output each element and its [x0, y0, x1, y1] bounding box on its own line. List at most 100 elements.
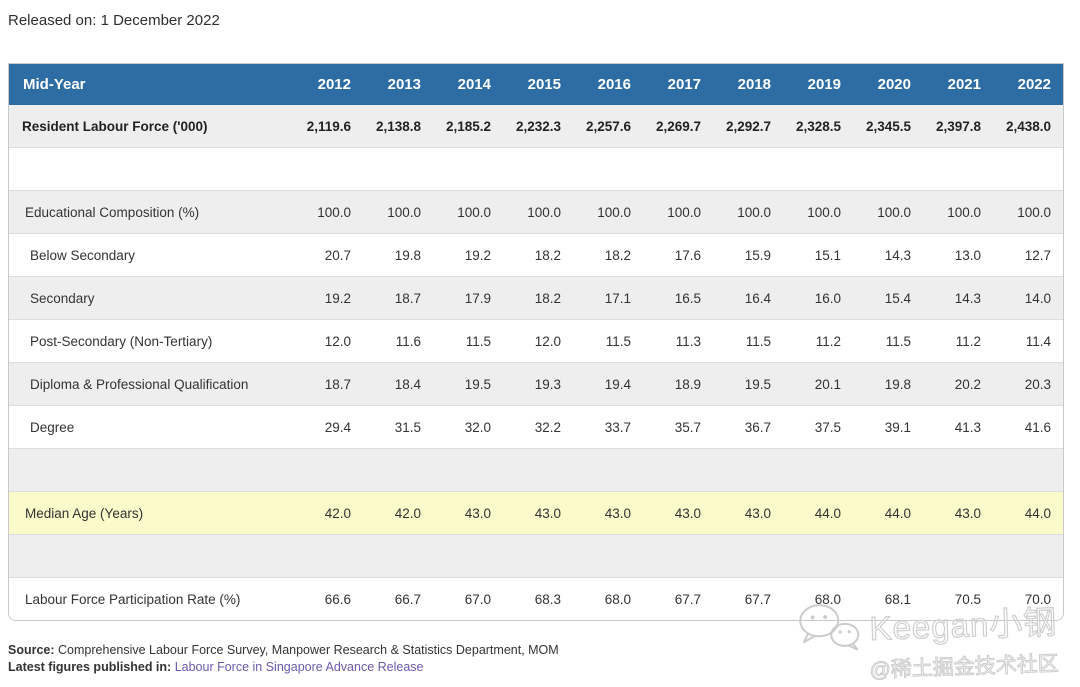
- cell-value: 12.7: [993, 233, 1063, 276]
- cell-value: [293, 147, 363, 190]
- cell-value: 11.5: [713, 319, 783, 362]
- cell-value: 2,397.8: [923, 105, 993, 147]
- cell-value: [993, 147, 1063, 190]
- cell-value: 11.2: [783, 319, 853, 362]
- cell-value: 32.2: [503, 405, 573, 448]
- table-footnotes: Source: Comprehensive Labour Force Surve…: [8, 642, 559, 676]
- cell-value: [643, 448, 713, 491]
- table-row: Labour Force Participation Rate (%) 66.6 6…: [9, 577, 1063, 620]
- cell-value: 44.0: [993, 491, 1063, 534]
- cell-value: 36.7: [713, 405, 783, 448]
- cell-value: 17.9: [433, 276, 503, 319]
- cell-value: 44.0: [783, 491, 853, 534]
- cell-value: 31.5: [363, 405, 433, 448]
- cell-value: 12.0: [503, 319, 573, 362]
- cell-value: [643, 147, 713, 190]
- cell-value: 19.8: [853, 362, 923, 405]
- cell-value: 2,138.8: [363, 105, 433, 147]
- table-row: Below Secondary 20.7 19.8 19.2 18.2 18.2 17.6 1…: [9, 233, 1063, 276]
- cell-value: [363, 448, 433, 491]
- cell-value: 16.4: [713, 276, 783, 319]
- cell-value: [433, 448, 503, 491]
- header-year-2020: 2020: [853, 64, 923, 105]
- cell-value: 19.5: [713, 362, 783, 405]
- cell-value: 100.0: [363, 190, 433, 233]
- cell-value: 17.6: [643, 233, 713, 276]
- cell-value: [783, 534, 853, 577]
- cell-value: 2,257.6: [573, 105, 643, 147]
- cell-value: 44.0: [853, 491, 923, 534]
- cell-value: 2,232.3: [503, 105, 573, 147]
- cell-value: [433, 147, 503, 190]
- cell-value: 11.2: [923, 319, 993, 362]
- cell-value: 29.4: [293, 405, 363, 448]
- source-text: Comprehensive Labour Force Survey, Manpo…: [58, 643, 559, 657]
- row-label: Diploma & Professional Qualification: [9, 362, 293, 405]
- header-year-2014: 2014: [433, 64, 503, 105]
- table-row: Diploma & Professional Qualification 18.7…: [9, 362, 1063, 405]
- cell-value: 20.3: [993, 362, 1063, 405]
- row-label: Degree: [9, 405, 293, 448]
- cell-value: 2,119.6: [293, 105, 363, 147]
- cell-value: 100.0: [993, 190, 1063, 233]
- table-row: Secondary 19.2 18.7 17.9 18.2 17.1 16.5 16.4 16.…: [9, 276, 1063, 319]
- statistics-table: Mid-Year 2012 2013 2014 2015 2016 2017 2018 2019…: [9, 64, 1063, 620]
- cell-value: [993, 534, 1063, 577]
- cell-value: 2,438.0: [993, 105, 1063, 147]
- cell-value: 19.2: [433, 233, 503, 276]
- cell-value: 37.5: [783, 405, 853, 448]
- table-row: Educational Composition (%) 100.0 100.0 100…: [9, 190, 1063, 233]
- cell-value: 68.3: [503, 577, 573, 620]
- cell-value: [853, 534, 923, 577]
- cell-value: 68.0: [573, 577, 643, 620]
- row-label: Median Age (Years): [9, 491, 293, 534]
- cell-value: 12.0: [293, 319, 363, 362]
- source-line: Source: Comprehensive Labour Force Surve…: [8, 642, 559, 659]
- header-year-2012: 2012: [293, 64, 363, 105]
- cell-value: [923, 448, 993, 491]
- spacer-row: [9, 147, 1063, 190]
- published-label: Latest figures published in:: [8, 660, 172, 674]
- cell-value: 66.6: [293, 577, 363, 620]
- cell-value: [293, 534, 363, 577]
- header-mid-year: Mid-Year: [9, 64, 293, 105]
- cell-value: 11.5: [573, 319, 643, 362]
- published-line: Latest figures published in: Labour Forc…: [8, 659, 559, 676]
- table-row: Post-Secondary (Non-Tertiary) 12.0 11.6 11.…: [9, 319, 1063, 362]
- cell-value: 42.0: [363, 491, 433, 534]
- cell-value: 70.5: [923, 577, 993, 620]
- cell-value: 100.0: [643, 190, 713, 233]
- cell-value: 20.7: [293, 233, 363, 276]
- cell-value: 19.5: [433, 362, 503, 405]
- cell-value: 18.2: [503, 276, 573, 319]
- cell-value: 18.2: [573, 233, 643, 276]
- cell-value: [573, 448, 643, 491]
- cell-value: 100.0: [433, 190, 503, 233]
- row-label: Educational Composition (%): [9, 190, 293, 233]
- cell-value: [923, 147, 993, 190]
- header-year-2019: 2019: [783, 64, 853, 105]
- cell-value: 2,328.5: [783, 105, 853, 147]
- row-label: Labour Force Participation Rate (%): [9, 577, 293, 620]
- header-year-2021: 2021: [923, 64, 993, 105]
- cell-value: 67.0: [433, 577, 503, 620]
- advance-release-link[interactable]: Labour Force in Singapore Advance Releas…: [174, 660, 424, 674]
- labour-force-table: Mid-Year 2012 2013 2014 2015 2016 2017 2018 2019…: [8, 63, 1064, 621]
- row-label: [9, 448, 293, 491]
- header-year-2022: 2022: [993, 64, 1063, 105]
- cell-value: 43.0: [433, 491, 503, 534]
- cell-value: [503, 147, 573, 190]
- cell-value: 2,269.7: [643, 105, 713, 147]
- cell-value: [363, 534, 433, 577]
- cell-value: [573, 147, 643, 190]
- cell-value: [503, 448, 573, 491]
- cell-value: 14.3: [923, 276, 993, 319]
- table-row: Resident Labour Force ('000) 2,119.6 2,138…: [9, 105, 1063, 147]
- cell-value: 19.2: [293, 276, 363, 319]
- cell-value: [503, 534, 573, 577]
- cell-value: 100.0: [853, 190, 923, 233]
- cell-value: 18.7: [293, 362, 363, 405]
- released-on-text: Released on: 1 December 2022: [8, 12, 220, 29]
- table-row: Median Age (Years) 42.0 42.0 43.0 43.0 43.0 43…: [9, 491, 1063, 534]
- cell-value: 11.3: [643, 319, 713, 362]
